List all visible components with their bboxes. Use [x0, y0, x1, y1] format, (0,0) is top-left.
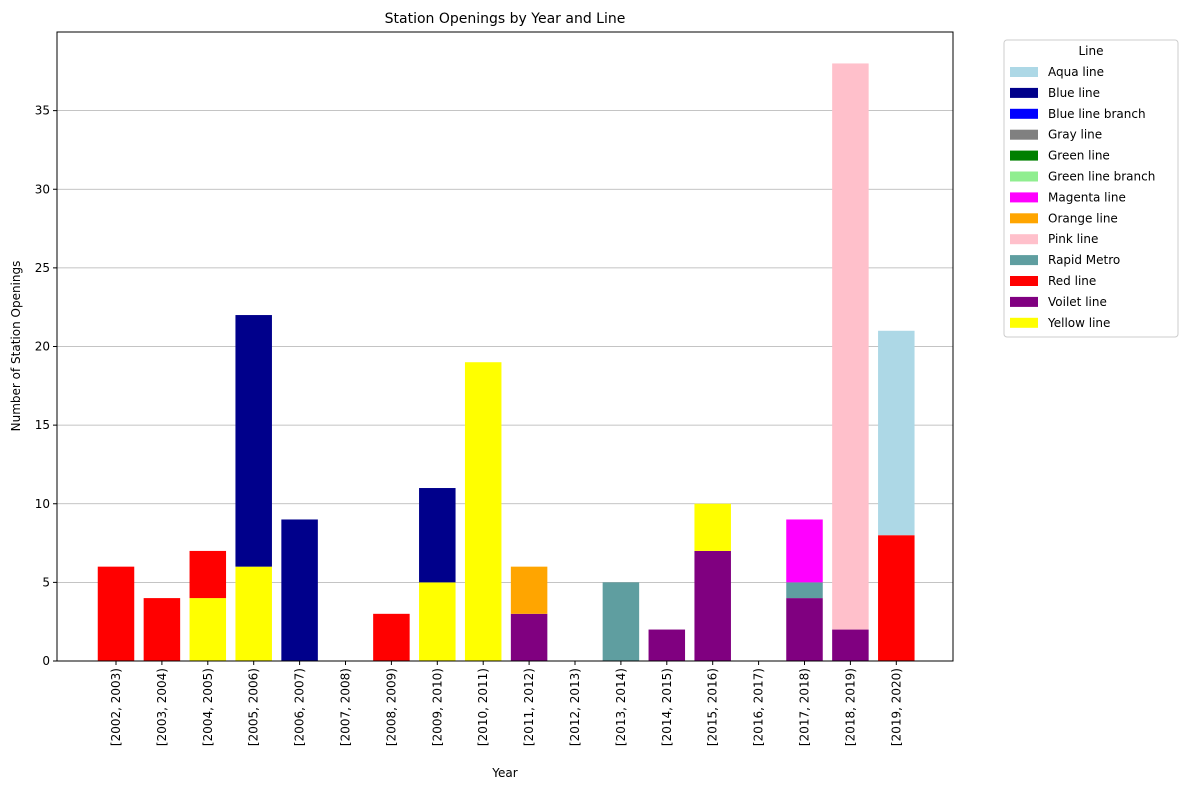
bar-red-line [97, 566, 135, 661]
legend-label-voilet-line: Voilet line [1048, 295, 1107, 309]
y-axis: 0 5 10 15 20 25 30 35 [35, 104, 57, 668]
legend-label-yellow-line: Yellow line [1047, 316, 1110, 330]
bar-yellow-line [419, 582, 456, 661]
legend-frame [1003, 39, 1179, 338]
x-tick-label: [2005, 2006) [247, 668, 261, 746]
legend-label-pink-line: Pink line [1048, 232, 1098, 246]
legend-swatch-gray-line [1010, 129, 1038, 140]
legend-swatch-green-line [1010, 150, 1038, 161]
x-tick-label: [2009, 2010) [430, 668, 444, 746]
chart-title: Station Openings by Year and Line [385, 11, 626, 27]
x-tick-label: [2007, 2008) [339, 668, 353, 746]
bar-blue-line [419, 488, 456, 583]
legend-swatch-voilet-line [1010, 296, 1038, 307]
x-tick-label: [2011, 2012) [522, 668, 536, 746]
y-tick-label: 0 [42, 654, 50, 668]
bar-rapid-metro [602, 582, 640, 661]
bars [97, 63, 915, 661]
bar-blue-line [235, 315, 272, 567]
bar-red-line [373, 613, 410, 661]
bar-yellow-line [189, 598, 227, 661]
x-tick-label: [2019, 2020) [889, 668, 903, 746]
bar-voilet-line [694, 550, 731, 661]
legend-title: Line [1078, 44, 1103, 58]
y-tick-label: 35 [35, 104, 50, 118]
x-tick-label: [2002, 2003) [109, 668, 123, 746]
legend-label-aqua-line: Aqua line [1048, 65, 1104, 79]
bar-red-line [143, 598, 181, 661]
legend-label-orange-line: Orange line [1048, 211, 1118, 225]
y-axis-title: Number of Station Openings [9, 261, 23, 432]
y-tick-label: 10 [35, 497, 50, 511]
x-axis-title: Year [491, 766, 517, 780]
bar-voilet-line [786, 598, 823, 661]
bar-blue-line [281, 519, 318, 661]
x-tick-label: [2018, 2019) [843, 668, 857, 746]
bar-yellow-line [694, 503, 731, 551]
gridlines [57, 110, 953, 583]
y-tick-label: 20 [35, 340, 50, 354]
x-tick-label: [2006, 2007) [293, 668, 307, 746]
y-tick-label: 25 [35, 261, 50, 275]
x-tick-label: [2013, 2014) [614, 668, 628, 746]
x-tick-label: [2004, 2005) [201, 668, 215, 746]
bar-voilet-line [510, 613, 548, 661]
legend-label-red-line: Red line [1048, 274, 1096, 288]
x-tick-label: [2014, 2015) [660, 668, 674, 746]
legend-label-blue-line-branch: Blue line branch [1048, 107, 1146, 121]
y-tick-label: 5 [42, 575, 50, 589]
legend-label-gray-line: Gray line [1048, 128, 1102, 142]
bar-voilet-line [832, 629, 869, 661]
legend-label-magenta-line: Magenta line [1048, 190, 1126, 204]
bar-rapid-metro [786, 582, 823, 599]
bar-pink-line [832, 63, 869, 630]
bar-yellow-line [235, 566, 272, 661]
bar-red-line [878, 535, 915, 661]
x-tick-label: [2017, 2018) [798, 668, 812, 746]
x-tick-label: [2008, 2009) [384, 668, 398, 746]
bar-yellow-line [464, 362, 502, 661]
legend: Line Aqua line Blue line Blue line branch G… [1003, 39, 1179, 338]
legend-swatch-red-line [1010, 276, 1038, 286]
legend-swatch-yellow-line [1010, 317, 1038, 328]
x-tick-label: [2012, 2013) [568, 668, 582, 746]
bar-aqua-line [878, 330, 915, 536]
x-tick-label: [2010, 2011) [476, 668, 490, 746]
x-tick-label: [2015, 2016) [706, 668, 720, 746]
x-tick-label: [2016, 2017) [752, 668, 766, 746]
x-axis: [2002, 2003) [2003, 2004) [2004, 2005) [200… [109, 661, 903, 746]
legend-swatch-magenta-line [1010, 192, 1038, 203]
bar-magenta-line [786, 519, 823, 583]
legend-label-green-line-branch: Green line branch [1048, 170, 1155, 184]
legend-swatch-aqua-line [1010, 67, 1038, 77]
bar-red-line [189, 550, 227, 599]
legend-label-rapid-metro: Rapid Metro [1048, 253, 1120, 267]
legend-swatch-green-line-branch [1010, 171, 1038, 182]
legend-label-green-line: Green line [1048, 149, 1110, 163]
x-tick-label: [2003, 2004) [155, 668, 169, 746]
legend-swatch-pink-line [1010, 234, 1038, 245]
y-tick-label: 15 [35, 418, 50, 432]
bar-orange-line [510, 566, 548, 614]
y-tick-label: 30 [35, 182, 50, 196]
legend-swatch-rapid-metro [1010, 255, 1038, 266]
legend-label-blue-line: Blue line [1048, 86, 1100, 100]
legend-swatch-orange-line [1010, 213, 1038, 224]
bar-voilet-line [648, 629, 686, 661]
legend-swatch-blue-line-branch [1010, 108, 1038, 119]
legend-swatch-blue-line [1010, 87, 1038, 98]
legend-items: Aqua line Blue line Blue line branch Gray l… [1010, 65, 1155, 330]
